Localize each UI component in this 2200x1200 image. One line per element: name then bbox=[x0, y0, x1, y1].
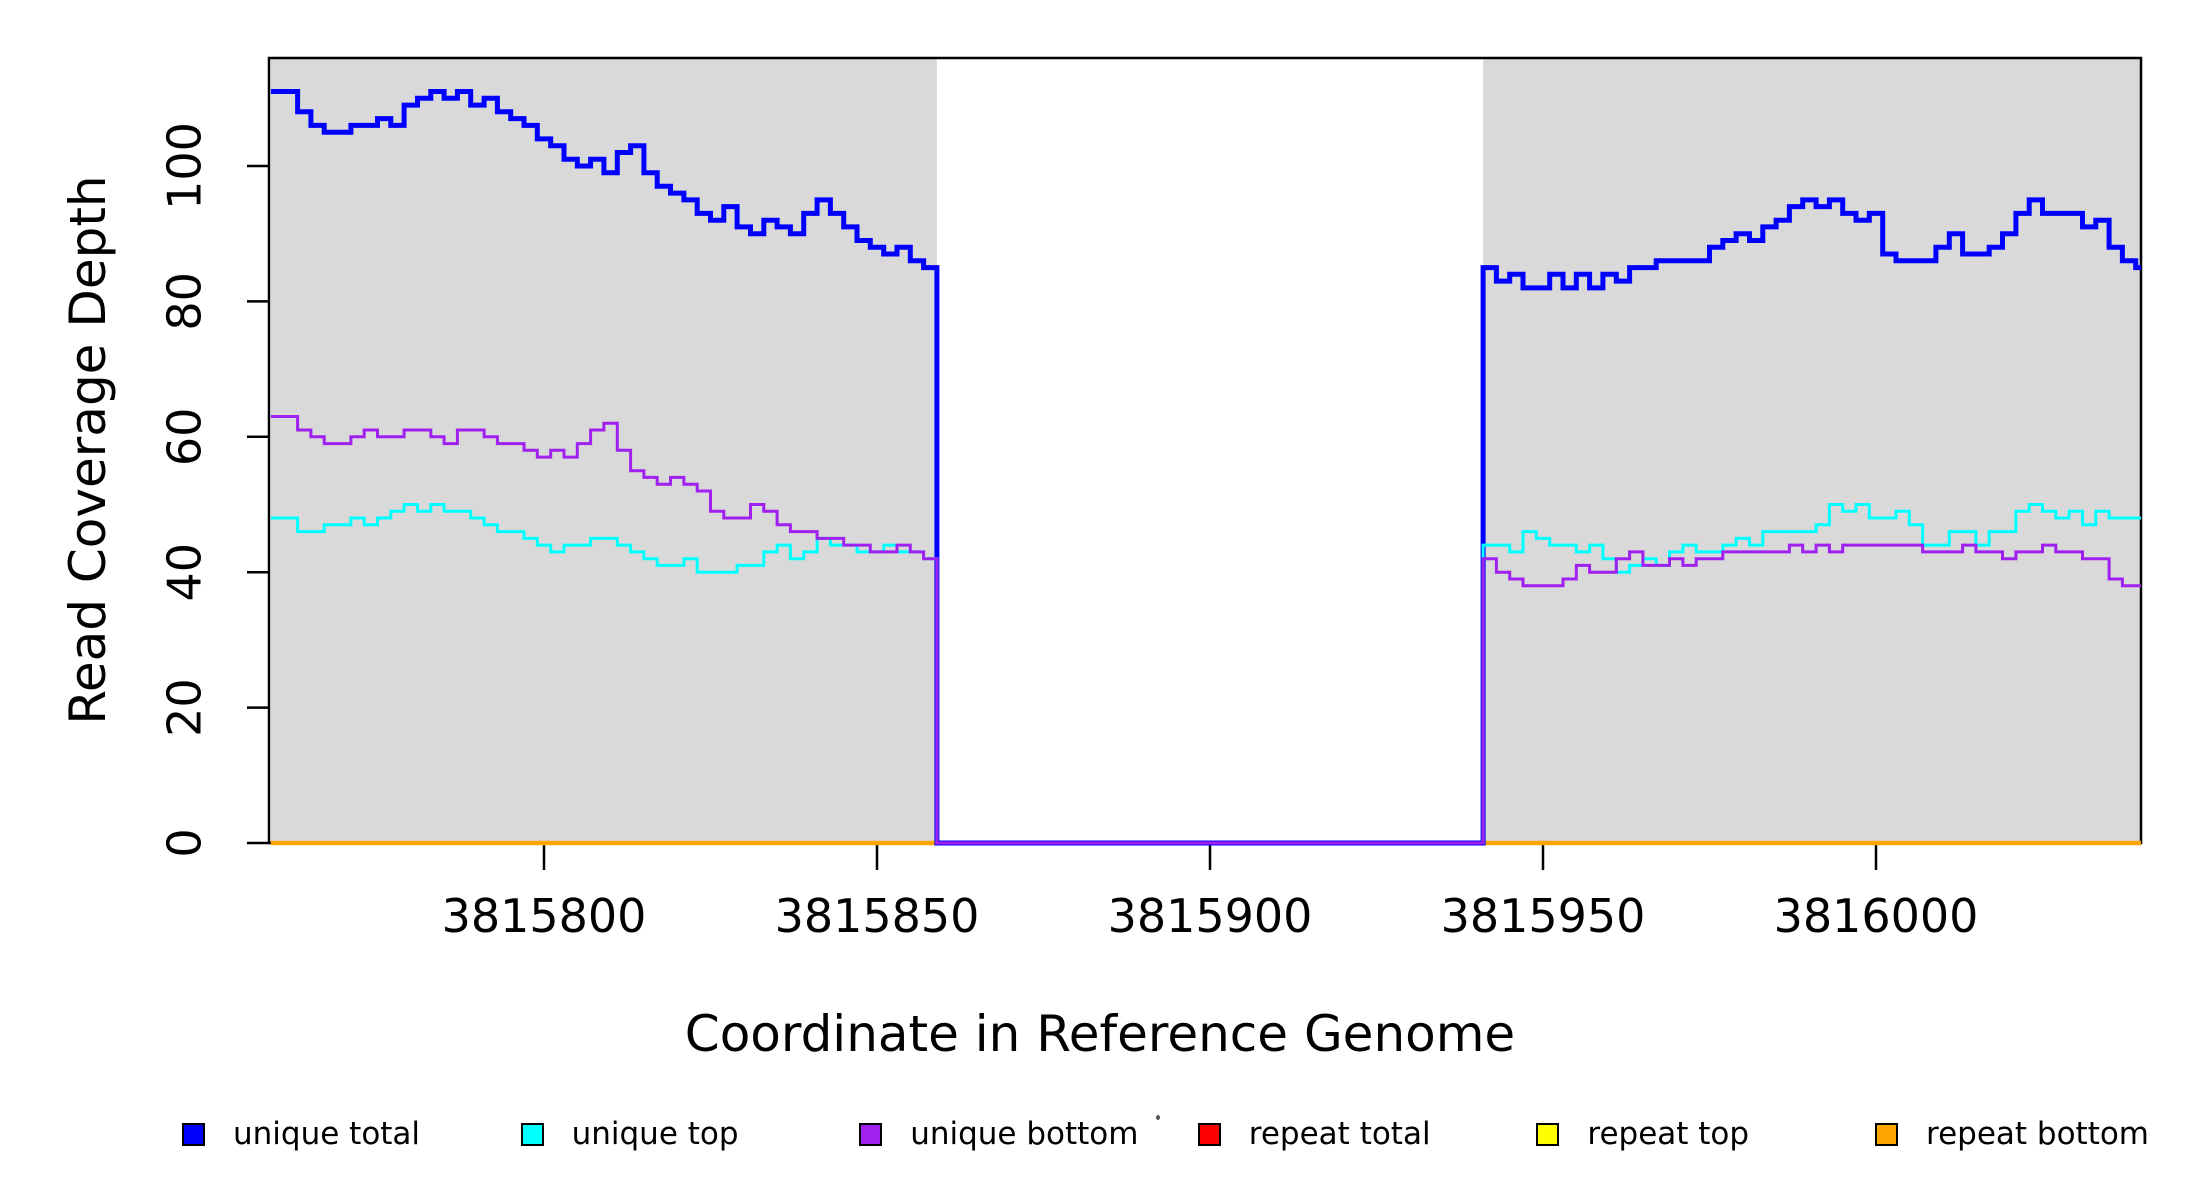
x-axis-title: Coordinate in Reference Genome bbox=[684, 1005, 1516, 1063]
x-tick-label: 3816000 bbox=[1774, 889, 1979, 943]
x-tick-label: 3815800 bbox=[442, 889, 647, 943]
y-tick-label: 100 bbox=[158, 122, 212, 210]
shaded-region-1 bbox=[270, 58, 937, 843]
series-unique-bottom bbox=[270, 415, 2141, 845]
series-unique-total bbox=[270, 89, 2141, 846]
y-tick-label: 40 bbox=[158, 543, 212, 602]
y-tick-label: 0 bbox=[158, 828, 212, 857]
x-tick-label: 3815850 bbox=[775, 889, 980, 943]
x-tick-label: 3815900 bbox=[1108, 889, 1313, 943]
shaded-region-2 bbox=[1483, 58, 2141, 843]
y-axis-title: Read Coverage Depth bbox=[59, 175, 117, 725]
y-tick-label: 20 bbox=[158, 678, 212, 737]
y-tick-label: 60 bbox=[158, 408, 212, 467]
y-tick-label: 80 bbox=[158, 272, 212, 331]
x-tick-label: 3815950 bbox=[1441, 889, 1646, 943]
stray-dot-artifact bbox=[1156, 1115, 1160, 1120]
